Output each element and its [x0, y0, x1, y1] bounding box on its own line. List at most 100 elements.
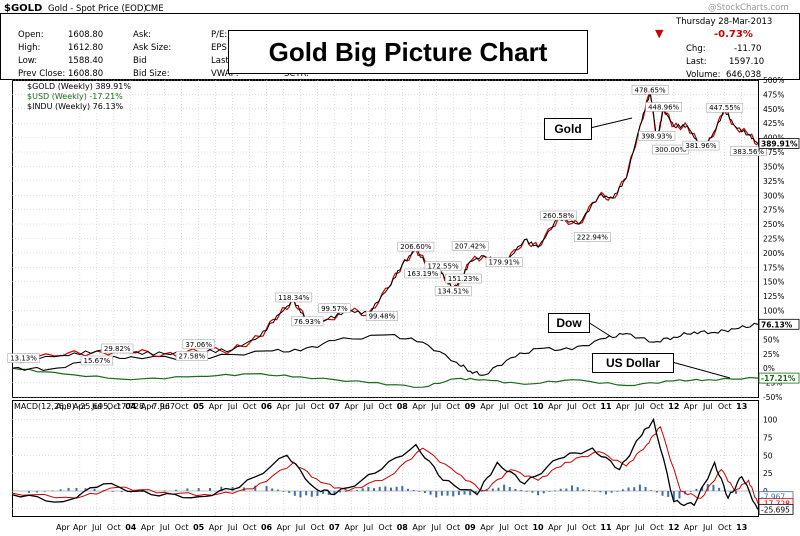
- macd-histogram-bar: [701, 486, 704, 491]
- macd-x-tick-label: Oct: [514, 523, 528, 532]
- macd-histogram-bar: [520, 489, 523, 491]
- macd-histogram-bar: [548, 491, 551, 492]
- annotation-label: 151.23%: [448, 275, 479, 283]
- x-tick-label: Apr: [277, 402, 292, 411]
- macd-histogram-bar: [141, 491, 144, 492]
- macd-plot-frame: [12, 400, 759, 517]
- annotation-box: [638, 131, 676, 141]
- macd-x-tick-label: Apr: [616, 523, 631, 532]
- macd-histogram-bar: [576, 487, 579, 491]
- annotation-label: 447.55%: [709, 104, 740, 112]
- volume-value: 646,038: [726, 70, 762, 80]
- macd-histogram-bar: [378, 486, 381, 491]
- y-tick-label: 25%: [763, 350, 780, 359]
- macd-x-tick-label: Apr: [684, 523, 699, 532]
- macd-histogram-bar: [735, 491, 738, 494]
- x-tick-label: Oct: [378, 402, 392, 411]
- annotation-box: [682, 140, 720, 151]
- dow-last-tag: 76.13%: [761, 320, 793, 329]
- gold-last-tag: 389.91%: [761, 139, 798, 148]
- y-tick-label: 100%: [763, 307, 784, 316]
- annotation-label: 134.51%: [438, 287, 469, 295]
- bid-size-label: Bid Size:: [133, 69, 170, 79]
- macd-x-tick-label: Jul: [702, 523, 713, 532]
- macd-hist-tag: -7.967: [761, 493, 785, 502]
- macd-histogram-bar: [718, 487, 721, 491]
- macd-histogram-bar: [661, 491, 664, 496]
- annotation-label: 383.56%: [733, 148, 764, 156]
- macd-x-tick-label: Oct: [650, 523, 664, 532]
- prev-close-value: 1608.80: [68, 69, 104, 79]
- macd-histogram-bar: [559, 488, 562, 491]
- gold-line: [11, 92, 759, 362]
- macd-tag-box: [758, 503, 794, 515]
- macd-histogram-bar: [457, 491, 460, 496]
- macd-histogram-bar: [93, 488, 96, 491]
- macd-x-tick-label: Jul: [634, 523, 645, 532]
- x-tick-label: Jul: [634, 402, 645, 411]
- dow-last-tag-box: [758, 318, 800, 330]
- legend-gold: $GOLD (Weekly) 389.91%: [27, 82, 131, 91]
- macd-line: [11, 417, 759, 510]
- x-tick-label: Apr: [616, 402, 631, 411]
- macd-x-tick-label: Oct: [718, 523, 732, 532]
- macd-tag: -25.695: [761, 505, 790, 514]
- macd-x-tick-label: 04: [125, 523, 137, 532]
- macd-histogram-bar: [729, 491, 732, 492]
- macd-histogram-bar: [508, 487, 511, 491]
- macd-histogram-bar: [175, 489, 178, 491]
- annotation-box: [80, 355, 113, 366]
- macd-x-tick-label: Oct: [311, 523, 325, 532]
- y-tick-label: 50%: [763, 335, 780, 344]
- annotation-box: [424, 261, 462, 271]
- macd-x-tick-label: Apr: [480, 523, 495, 532]
- x-tick-label: Jul: [566, 402, 577, 411]
- macd-x-tick-label: Oct: [582, 523, 596, 532]
- macd-x-tick-label: Apr: [344, 523, 359, 532]
- x-tick-label: Jul: [295, 402, 306, 411]
- y-tick-label: 450%: [763, 105, 784, 114]
- x-tick-label: Oct: [311, 402, 325, 411]
- macd-histogram-bar: [474, 491, 477, 494]
- macd-x-tick-label: 10: [532, 523, 544, 532]
- y-tick-label: 325%: [763, 177, 784, 186]
- macd-histogram-bar: [497, 487, 500, 491]
- pe-label: P/E:: [211, 30, 228, 40]
- high-label: High:: [18, 43, 41, 53]
- high-value: 1612.80: [68, 43, 104, 53]
- x-tick-label: Jul: [430, 402, 441, 411]
- x-tick-label: 13: [736, 402, 747, 411]
- macd-histogram-bar: [616, 491, 619, 492]
- annotation-label: 300.00%: [655, 146, 686, 154]
- x-tick-label: Apr: [412, 402, 427, 411]
- x-tick-label: Apr: [141, 402, 156, 411]
- annotation-box: [706, 102, 744, 113]
- bid-label: Bid: [133, 56, 147, 66]
- y-tick-label: 475%: [763, 90, 784, 99]
- annotation-label: 398.93%: [641, 132, 672, 140]
- macd-histogram-bar: [344, 491, 347, 492]
- annotation-box: [730, 146, 767, 157]
- macd-histogram-bar: [469, 491, 472, 496]
- volume-label: Volume:: [686, 70, 721, 80]
- macd-histogram-bar: [406, 488, 409, 491]
- macd-histogram-bar: [525, 491, 528, 492]
- macd-x-tick-label: Jul: [159, 523, 170, 532]
- annotation-label: 222.94%: [577, 234, 608, 242]
- dow-callout: Dow: [548, 313, 590, 333]
- annotation-label: 29.82%: [104, 345, 131, 353]
- y-tick-label: 300%: [763, 191, 784, 200]
- x-tick-label: Oct: [718, 402, 732, 411]
- macd-histogram-bar: [644, 486, 647, 491]
- x-tick-label: Oct: [582, 402, 596, 411]
- annotation-box: [101, 343, 134, 354]
- legend-usd: $USD (Weekly) -17.21%: [27, 92, 123, 101]
- macd-x-tick-label: 05: [193, 523, 205, 532]
- open-value: 1608.80: [68, 30, 104, 40]
- macd-histogram-bar: [316, 491, 319, 497]
- macd-histogram-bar: [514, 488, 517, 491]
- macd-histogram-bar: [678, 491, 681, 499]
- annotation-box: [397, 241, 435, 252]
- usd-last-tag-box: [758, 372, 800, 384]
